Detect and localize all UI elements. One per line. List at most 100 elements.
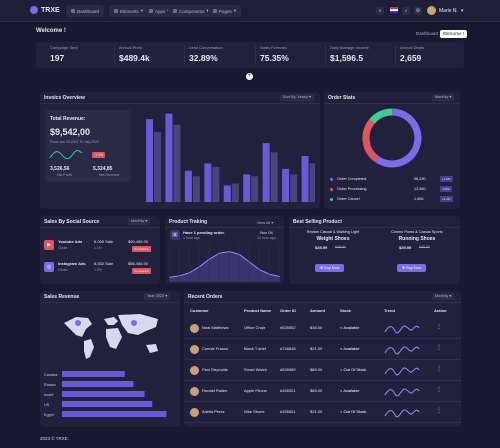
revenue-tick-label: Egypt: [44, 413, 55, 417]
revenue-tick-label: US: [44, 403, 50, 407]
table-row[interactable]: Connie Franco Black T-shirt #746648 $21.…: [184, 340, 461, 360]
avatar: [190, 366, 199, 375]
recent-orders-panel: Recent Orders Monthly ▾ Customer Product…: [184, 291, 461, 427]
chevron-down-icon: ▾: [460, 7, 464, 14]
more-icon[interactable]: ⋮: [436, 366, 442, 372]
avatar: [190, 324, 199, 333]
more-icon[interactable]: ⋮: [436, 408, 442, 414]
product-name-1b: Weight Shoes: [316, 236, 350, 242]
revenue-badge: -1.1%: [92, 152, 106, 158]
tracking-line: [169, 251, 280, 278]
breadcrumb-dashboard[interactable]: Dashboard: [416, 31, 439, 36]
nav-pages[interactable]: Pages ▾: [208, 5, 242, 17]
product-old-price-1: $49.99: [335, 245, 346, 249]
net-profit-value: 3,526,56: [50, 166, 70, 172]
cart-icon: ⊕: [320, 266, 325, 270]
flag-icon[interactable]: [390, 7, 398, 13]
invoice-bar: [192, 176, 200, 202]
stock-dot-icon: ●: [340, 346, 344, 351]
orders-filter[interactable]: Monthly ▾: [432, 293, 455, 300]
more-icon[interactable]: ⋮: [436, 324, 442, 330]
breadcrumb-current: Welcome !: [440, 30, 468, 38]
revenue-range: From Jan 20,2022 To July,2022: [50, 140, 99, 144]
buy-now-button-1[interactable]: ⊕ Buy Now: [315, 264, 345, 272]
product-card-2[interactable]: Cosmo Puma & Casual Sports Running Shoes…: [379, 229, 455, 281]
divider: [40, 103, 320, 104]
invoice-bar: [165, 113, 173, 202]
trend-sparkline: [384, 346, 420, 355]
trend-sparkline: [384, 409, 420, 418]
user-menu[interactable]: Marie N. ▾: [427, 6, 463, 15]
stock-dot-icon: ●: [340, 367, 344, 372]
invoice-overview-panel: Invoice Overview Sort By: Yearly ▾ Total…: [40, 92, 320, 209]
trend-sparkline: [384, 388, 420, 397]
nav-dashboard[interactable]: Dashboard: [66, 5, 105, 17]
sales-revenue-panel: Sales Revenue Year 2022 ▾ Canada Russia Is…: [40, 291, 180, 427]
revenue-title: Sales Revenue: [44, 294, 80, 300]
bell-icon[interactable]: ♪: [402, 7, 410, 15]
revenue-label: Total Revenue:: [50, 116, 86, 122]
revenue-filter[interactable]: Year 2022 ▾: [144, 293, 171, 300]
divider: [40, 227, 160, 228]
stat-profit: Annual Profit $489.4k: [114, 45, 150, 65]
stat-income: Daily Average Income $1,596.5: [325, 45, 369, 65]
revenue-value: $9,542,00: [50, 127, 91, 137]
legend-dot-icon: [330, 198, 333, 201]
footer: 2023 © TRXE.: [40, 436, 69, 441]
invoice-bar-chart: [146, 113, 315, 202]
divider: [324, 103, 460, 104]
search-icon[interactable]: ⌕: [376, 7, 384, 15]
order-stats-filter[interactable]: Monthly ▾: [432, 94, 455, 101]
col-order-id: Order ID: [280, 308, 297, 313]
product-name-1a: Reptan Casual & Walking Light: [306, 230, 360, 234]
social-filter[interactable]: Monthly ▾: [128, 218, 151, 225]
invoice-bar: [282, 168, 290, 202]
world-map: [64, 314, 158, 359]
gear-icon[interactable]: ⚙: [414, 7, 422, 15]
logo-icon: [30, 6, 38, 14]
table-row[interactable]: Paul Reynolds Smart Watch #526989 $89.00…: [184, 361, 461, 381]
donut-slice: [369, 108, 393, 124]
nav-elements[interactable]: Elements ▾: [109, 5, 149, 17]
table-row[interactable]: Ronald Patten Apple Phone #326521 $85.00…: [184, 382, 461, 402]
youtube-icon: ▶: [44, 240, 54, 250]
buy-now-button-2[interactable]: ⊕ Buy Now: [397, 264, 427, 272]
revenue-tick-label: Canada: [44, 373, 58, 377]
order-stats-title: Order Stats: [328, 95, 356, 101]
divider: [165, 227, 284, 228]
more-icon[interactable]: ⋮: [436, 387, 442, 393]
revenue-tick-label: Russia: [44, 383, 56, 387]
more-icon[interactable]: ⋮: [436, 345, 442, 351]
nav-components[interactable]: Components▾: [168, 5, 214, 17]
invoice-bar: [243, 174, 251, 202]
revenue-card: Total Revenue: $9,542,00 From Jan 20,202…: [45, 110, 131, 182]
col-product: Product Name: [244, 308, 272, 313]
net-profit-label: Net Profit: [57, 173, 72, 177]
donut-slice: [374, 108, 422, 168]
tracking-item-title: Have 1 pending order.: [183, 230, 225, 235]
app-logo[interactable]: TRXE: [30, 6, 60, 14]
revenue-bar: [62, 401, 153, 407]
col-amount: Amount: [310, 308, 326, 313]
bag-icon: ▣: [170, 230, 180, 240]
order-donut-chart: [362, 108, 422, 168]
product-tracking-panel: Product Traking View All ▾ ▣ Have 1 pend…: [165, 216, 284, 284]
invoice-bar: [204, 163, 212, 202]
product-old-price-2: $45.99: [419, 245, 430, 249]
revenue-tick-label: Israel: [44, 393, 53, 397]
table-row[interactable]: Adella Perez Nike Shoes #326521 $21.00 ●…: [184, 403, 461, 423]
net-revenue-label: Net Revenue: [99, 173, 120, 177]
revenue-bar: [62, 411, 167, 417]
table-row[interactable]: Neal Matthews Office Chair #526552 $35.0…: [184, 319, 461, 339]
best-selling-panel: Best Selling Product Reptan Casual & Wal…: [289, 216, 460, 284]
tracking-area: [169, 251, 280, 282]
components-icon: [173, 9, 177, 13]
tracking-view-all[interactable]: View All ▾: [257, 221, 274, 225]
add-icon[interactable]: +: [246, 73, 253, 80]
chevron-down-icon: ▾: [233, 8, 237, 13]
order-stat-row: Order Completed 56,230 +1.6%: [330, 176, 454, 184]
invoice-bar: [154, 132, 161, 202]
product-card-1[interactable]: Reptan Casual & Walking Light Weight Sho…: [295, 229, 371, 281]
stat-campaign: Campaign Sent 197: [50, 45, 78, 63]
invoice-filter[interactable]: Sort By: Yearly ▾: [280, 94, 314, 101]
